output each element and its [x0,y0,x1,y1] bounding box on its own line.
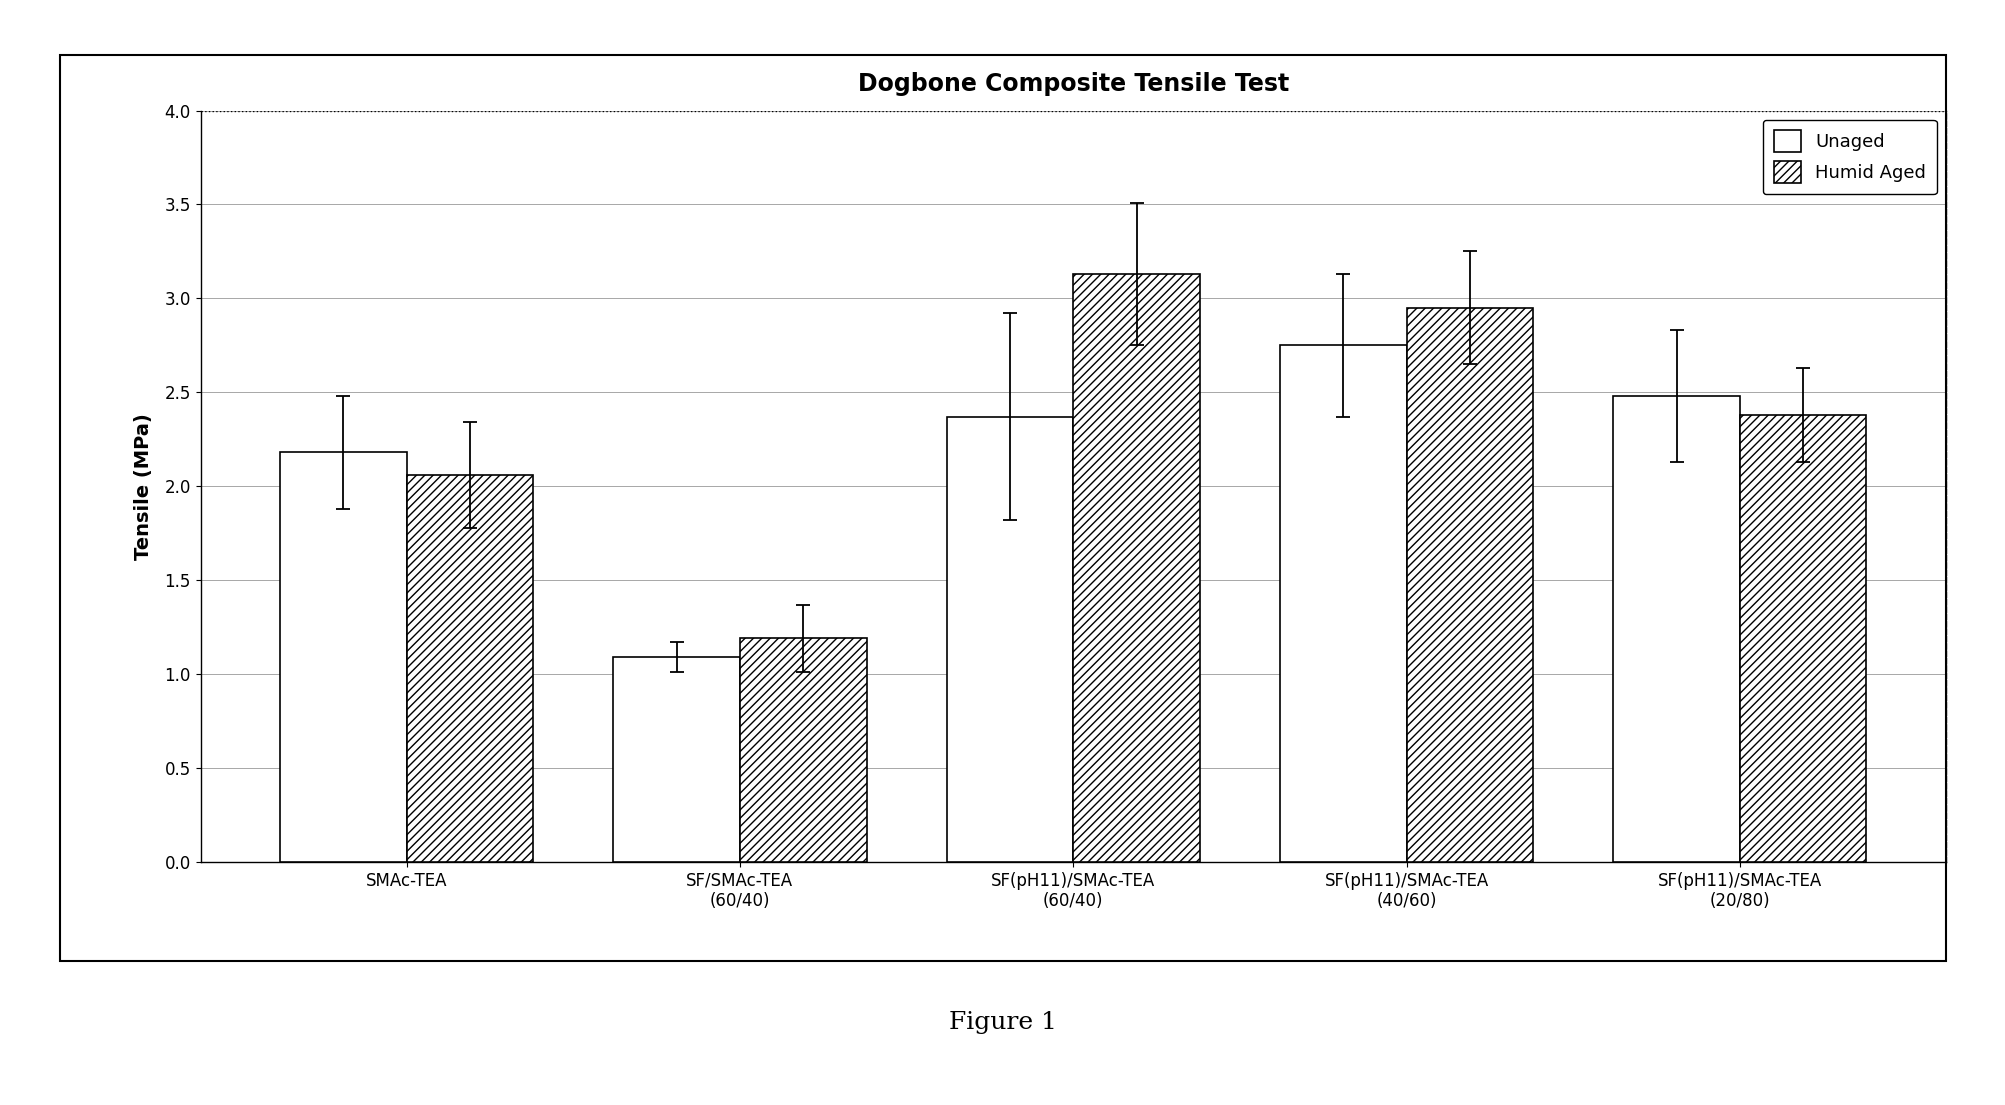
Title: Dogbone Composite Tensile Test: Dogbone Composite Tensile Test [858,72,1287,96]
Bar [407,475,533,862]
Legend: Unaged, Humid Aged: Unaged, Humid Aged [1762,119,1935,194]
Bar [740,639,866,862]
Bar [946,417,1073,862]
Bar [281,452,407,862]
Bar [614,657,740,862]
Bar [1612,396,1738,862]
Bar [1279,345,1406,862]
Bar [1073,274,1199,862]
Text: Figure 1: Figure 1 [948,1011,1057,1033]
Bar [1406,307,1532,862]
Bar [1738,414,1865,862]
Y-axis label: Tensile (MPa): Tensile (MPa) [134,413,152,559]
